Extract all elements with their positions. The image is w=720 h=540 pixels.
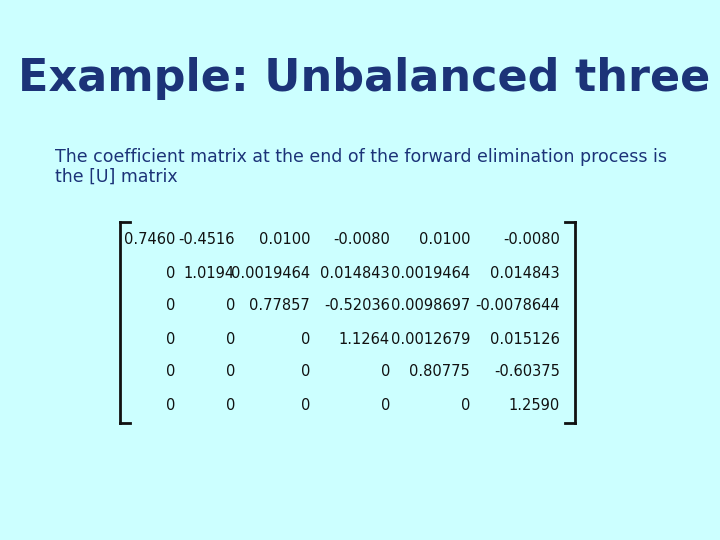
Text: 0: 0 bbox=[225, 364, 235, 380]
Text: -0.0078644: -0.0078644 bbox=[475, 299, 560, 314]
Text: 0: 0 bbox=[301, 332, 310, 347]
Text: 0: 0 bbox=[225, 299, 235, 314]
Text: 0: 0 bbox=[301, 397, 310, 413]
Text: 0: 0 bbox=[301, 364, 310, 380]
Text: the [U] matrix: the [U] matrix bbox=[55, 168, 178, 186]
Text: 0: 0 bbox=[166, 397, 175, 413]
Text: 0: 0 bbox=[166, 299, 175, 314]
Text: 0.0019464: 0.0019464 bbox=[231, 266, 310, 280]
Text: 1.2590: 1.2590 bbox=[509, 397, 560, 413]
Text: -0.0080: -0.0080 bbox=[503, 233, 560, 247]
Text: 0.7460: 0.7460 bbox=[124, 233, 175, 247]
Text: 0.0019464: 0.0019464 bbox=[391, 266, 470, 280]
Text: 0: 0 bbox=[166, 266, 175, 280]
Text: 0.0098697: 0.0098697 bbox=[391, 299, 470, 314]
Text: -0.60375: -0.60375 bbox=[494, 364, 560, 380]
Text: 0: 0 bbox=[381, 397, 390, 413]
Text: 0.0100: 0.0100 bbox=[418, 233, 470, 247]
Text: 0: 0 bbox=[225, 332, 235, 347]
Text: 0: 0 bbox=[166, 332, 175, 347]
Text: 0: 0 bbox=[225, 397, 235, 413]
Text: -0.52036: -0.52036 bbox=[324, 299, 390, 314]
Text: 0.0012679: 0.0012679 bbox=[391, 332, 470, 347]
Text: 0.0100: 0.0100 bbox=[258, 233, 310, 247]
Text: 0: 0 bbox=[461, 397, 470, 413]
Text: 0: 0 bbox=[166, 364, 175, 380]
Text: -0.0080: -0.0080 bbox=[333, 233, 390, 247]
Text: 0.77857: 0.77857 bbox=[249, 299, 310, 314]
Text: The coefficient matrix at the end of the forward elimination process is: The coefficient matrix at the end of the… bbox=[55, 148, 667, 166]
Text: 0.80775: 0.80775 bbox=[409, 364, 470, 380]
Text: 0.015126: 0.015126 bbox=[490, 332, 560, 347]
Text: -0.4516: -0.4516 bbox=[179, 233, 235, 247]
Text: 1.1264: 1.1264 bbox=[339, 332, 390, 347]
Text: 0.014843: 0.014843 bbox=[320, 266, 390, 280]
Text: 0: 0 bbox=[381, 364, 390, 380]
Text: Example: Unbalanced three phase load: Example: Unbalanced three phase load bbox=[18, 57, 720, 99]
Text: 0.014843: 0.014843 bbox=[490, 266, 560, 280]
Text: 1.0194: 1.0194 bbox=[184, 266, 235, 280]
